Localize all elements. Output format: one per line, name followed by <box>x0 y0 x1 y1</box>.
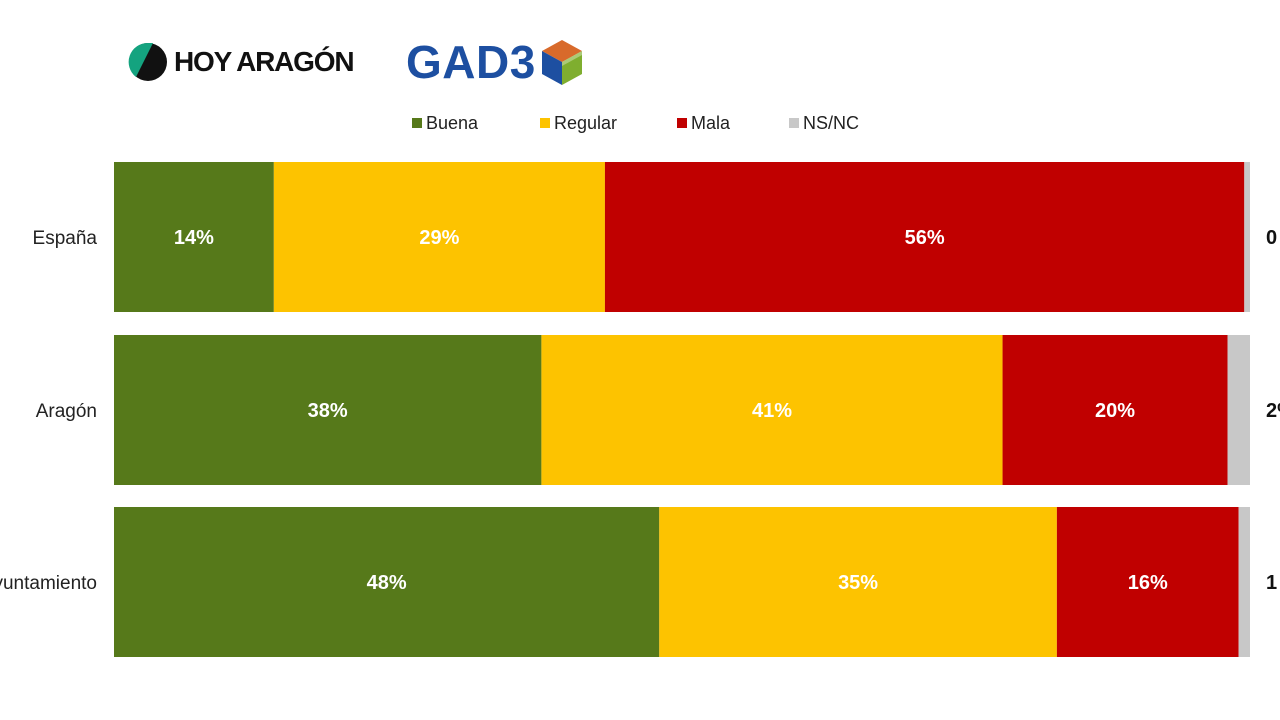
data-label: 29% <box>419 227 459 249</box>
legend-swatch <box>677 118 687 128</box>
gad3-cube-icon <box>541 40 582 85</box>
category-label: España <box>33 228 98 249</box>
hoy-aragon-logo: HOY ARAGÓN <box>128 40 355 84</box>
bar-segment <box>1002 335 1228 485</box>
bar-segment <box>604 162 1245 312</box>
bar-segment <box>114 162 274 312</box>
legend-label: NS/NC <box>803 112 860 133</box>
category-label: yuntamiento <box>0 573 97 594</box>
legend-item-3: Mala <box>677 111 730 135</box>
data-label: 1 <box>1266 572 1277 594</box>
data-label: 0 <box>1266 227 1277 249</box>
category-label: Aragón <box>36 401 97 422</box>
legend-label: Buena <box>426 112 479 133</box>
data-label: 38% <box>308 400 348 422</box>
data-label: 16% <box>1128 572 1168 594</box>
legend-item-1: Buena <box>412 111 478 135</box>
legend-swatch <box>789 118 799 128</box>
bar-row: Aragón 38% 41% 20% 2% <box>36 335 1280 485</box>
bar-segment <box>1238 507 1250 657</box>
hoy-aragon-logo-text: HOY ARAGÓN <box>174 46 355 77</box>
gad3-logo: GAD3 <box>406 36 585 88</box>
legend-item-4: NS/NC <box>789 111 859 135</box>
hoy-aragon-logo-icon <box>128 42 167 81</box>
bar-segment <box>1244 162 1250 312</box>
data-label: 56% <box>905 227 945 249</box>
data-label: 2% <box>1266 400 1280 422</box>
legend-swatch <box>540 118 550 128</box>
bar-segment <box>541 335 1003 485</box>
bar-segment <box>1227 335 1250 485</box>
bar-segment <box>114 335 542 485</box>
bar-segment <box>659 507 1057 657</box>
data-label: 20% <box>1095 400 1135 422</box>
legend-label: Mala <box>691 112 731 133</box>
legend-label: Regular <box>554 112 618 133</box>
data-label: 48% <box>367 572 407 594</box>
data-label: 14% <box>174 227 214 249</box>
gad3-logo-text: GAD3 <box>406 36 536 88</box>
chart-legend: Buena Regular Mala NS/NC <box>0 111 1280 135</box>
legend-item-2: Regular <box>540 111 617 135</box>
bar-row: España 14% 29% 56% 0 <box>33 162 1277 312</box>
bar-segment <box>1056 507 1239 657</box>
data-label: 35% <box>838 572 878 594</box>
legend-swatch <box>412 118 422 128</box>
bar-row: yuntamiento 48% 35% 16% 1 <box>0 507 1277 657</box>
bar-segment <box>273 162 605 312</box>
bar-segment <box>114 507 660 657</box>
data-label: 41% <box>752 400 792 422</box>
